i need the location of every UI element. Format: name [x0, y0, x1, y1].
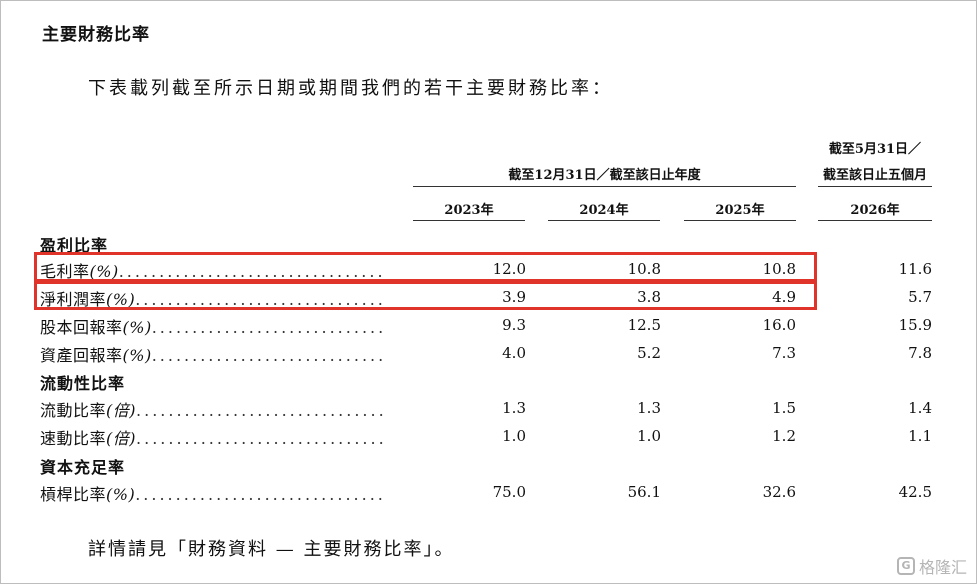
- table-row: 淨利潤率(%).................................…: [40, 286, 940, 312]
- cell-value: 10.8: [627, 260, 661, 278]
- cell-value: 3.8: [637, 288, 661, 306]
- last-period-header-line2: 截至該日止五個月: [822, 168, 927, 183]
- watermark-logo-icon: G: [896, 557, 915, 575]
- cell-value: 1.3: [637, 399, 661, 417]
- cell-value: 1.1: [908, 427, 932, 445]
- cell-value: 56.1: [627, 483, 661, 501]
- cell-value: 75.0: [492, 483, 526, 501]
- period-group-header: 截至12月31日／截至該日止年度: [508, 168, 701, 183]
- cell-value: 1.0: [502, 427, 526, 445]
- intro-paragraph: 下表載列截至所示日期或期間我們的若干主要財務比率：: [88, 78, 613, 99]
- group-title-capital: 資本充足率: [40, 458, 126, 477]
- group-title-profitability: 盈利比率: [40, 236, 109, 255]
- year-underline-2023: [413, 220, 525, 221]
- year-header-2023: 2023年: [444, 203, 494, 218]
- table-row: 資產回報率(%)................................…: [40, 342, 940, 368]
- cell-value: 7.8: [908, 344, 932, 362]
- cell-value: 12.0: [492, 260, 526, 278]
- last-period-header-line1: 截至5月31日／: [828, 142, 922, 157]
- cell-value: 42.5: [898, 483, 932, 501]
- row-label: 速動比率(倍).................................…: [40, 429, 385, 448]
- cell-value: 5.2: [637, 344, 661, 362]
- cell-value: 1.3: [502, 399, 526, 417]
- row-label: 流動比率(倍).................................…: [40, 401, 385, 420]
- table-row: 流動比率(倍).................................…: [40, 397, 940, 423]
- cell-value: 11.6: [898, 260, 932, 278]
- year-header-2025: 2025年: [715, 203, 765, 218]
- section-title: 主要財務比率: [42, 25, 150, 45]
- last-period-header-underline: [818, 186, 932, 187]
- year-underline-2024: [548, 220, 660, 221]
- table-row: 速動比率(倍).................................…: [40, 425, 940, 451]
- cell-value: 1.2: [772, 427, 796, 445]
- cell-value: 16.0: [762, 316, 796, 334]
- cell-value: 5.7: [908, 288, 932, 306]
- row-label: 槓桿比率(%).................................…: [40, 485, 385, 504]
- row-label: 毛利率(%)..................................…: [40, 262, 385, 281]
- watermark: G 格隆汇: [896, 554, 967, 578]
- table-row: 毛利率(%)..................................…: [40, 258, 940, 284]
- year-underline-2026: [818, 220, 932, 221]
- cell-value: 4.0: [502, 344, 526, 362]
- cell-value: 32.6: [762, 483, 796, 501]
- row-label: 淨利潤率(%).................................…: [40, 290, 385, 309]
- row-label: 股本回報率(%)................................…: [40, 318, 385, 337]
- year-header-2026: 2026年: [850, 203, 900, 218]
- group-header-underline: [413, 186, 796, 187]
- cell-value: 12.5: [627, 316, 661, 334]
- cell-value: 15.9: [898, 316, 932, 334]
- footer-note: 詳情請見「財務資料 — 主要財務比率」。: [88, 539, 455, 560]
- cell-value: 1.4: [908, 399, 932, 417]
- cell-value: 3.9: [502, 288, 526, 306]
- cell-value: 4.9: [772, 288, 796, 306]
- table-row: 股本回報率(%)................................…: [40, 314, 940, 340]
- year-header-2024: 2024年: [579, 203, 629, 218]
- row-label: 資產回報率(%)................................…: [40, 346, 385, 365]
- cell-value: 10.8: [762, 260, 796, 278]
- group-title-liquidity: 流動性比率: [40, 374, 126, 393]
- cell-value: 7.3: [772, 344, 796, 362]
- table-row: 槓桿比率(%).................................…: [40, 481, 940, 507]
- year-underline-2025: [684, 220, 796, 221]
- highlight-box-net-margin: [34, 281, 817, 310]
- cell-value: 9.3: [502, 316, 526, 334]
- cell-value: 1.0: [637, 427, 661, 445]
- highlight-box-gross-margin: [34, 252, 817, 282]
- watermark-text: 格隆汇: [918, 558, 967, 577]
- cell-value: 1.5: [772, 399, 796, 417]
